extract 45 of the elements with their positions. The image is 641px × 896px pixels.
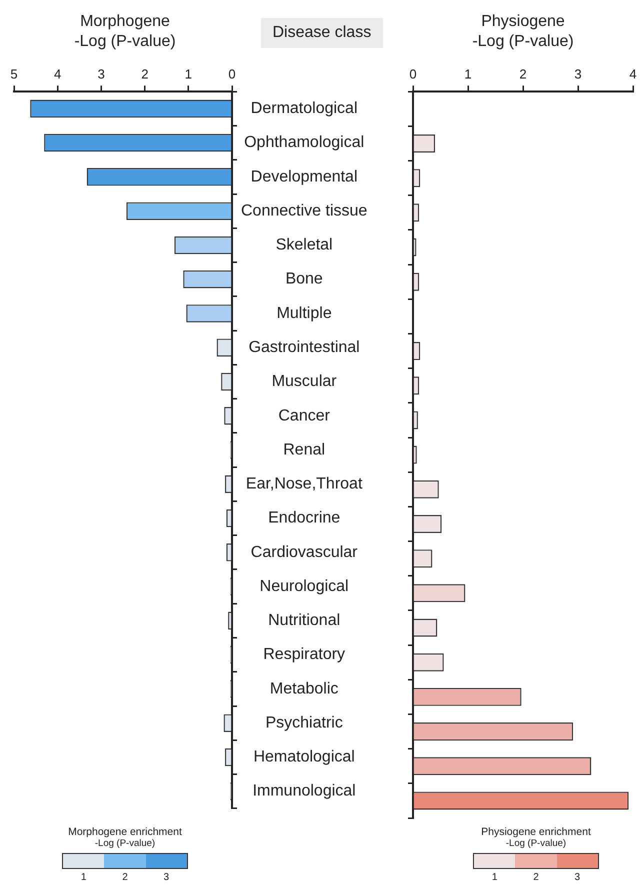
color-bar-label: 3	[164, 872, 170, 883]
y-tick-label: Renal	[283, 441, 326, 458]
y-tick-label: Connective tissue	[240, 202, 368, 220]
x-tick-label: 3	[574, 66, 582, 82]
x-tick-label: 0	[228, 66, 236, 82]
y-tick-label: Cancer	[278, 407, 331, 424]
y-tick-label: Cardiovascular	[250, 544, 358, 561]
color-bar-title: Physiogene enrichment -Log (P-value)	[480, 826, 592, 849]
x-tick-label: 0	[409, 66, 417, 82]
y-tick-label: Nutritional	[268, 612, 340, 630]
chart-title: Physiogene	[481, 13, 565, 30]
y-tick-label: Muscular	[272, 373, 338, 390]
y-tick-label: Skeletal	[276, 236, 333, 254]
x-tick-label: 3	[98, 66, 105, 82]
x-tick-label: 5	[10, 66, 18, 82]
y-tick-label: Developmental	[250, 168, 358, 186]
y-tick-label: Immunological	[252, 782, 356, 800]
y-tick-label: Gastrointestinal	[248, 339, 360, 356]
x-axis-title: -Log (P-value)	[472, 33, 574, 50]
y-tick-label: Dermatological	[250, 100, 358, 118]
x-tick-label: 2	[519, 66, 527, 82]
y-tick-label: Hematological	[253, 748, 355, 766]
y-tick-label: Endocrine	[268, 510, 340, 527]
x-tick-label: 1	[464, 66, 472, 82]
y-tick-label: Neurological	[260, 578, 349, 595]
y-axis-title: Disease class	[260, 18, 384, 48]
x-axis-title: -Log (P-value)	[74, 33, 176, 50]
color-bar-label: 1	[80, 872, 86, 883]
x-tick-label: 4	[54, 66, 62, 82]
color-bar-label: 2	[533, 872, 539, 883]
x-tick-label: 1	[184, 66, 192, 82]
color-bar-title: Morphogene enrichment -Log (P-value)	[67, 826, 183, 849]
chart-title: Morphogene	[80, 13, 170, 30]
y-tick-label: Bone	[285, 270, 323, 288]
x-tick-label: 2	[141, 66, 148, 82]
color-bar-label: 3	[574, 872, 580, 883]
y-tick-label: Metabolic	[270, 680, 338, 698]
color-bar-label: 2	[122, 872, 128, 883]
y-tick-label: Multiple	[276, 304, 332, 322]
y-tick-label: Respiratory	[263, 646, 346, 664]
x-tick-label: 4	[629, 66, 637, 82]
color-bar-label: 1	[492, 872, 498, 883]
y-tick-label: Ophthamological	[244, 134, 364, 152]
y-tick-label: Ear,Nose,Throat	[246, 476, 363, 493]
y-tick-label: Psychiatric	[265, 714, 343, 732]
